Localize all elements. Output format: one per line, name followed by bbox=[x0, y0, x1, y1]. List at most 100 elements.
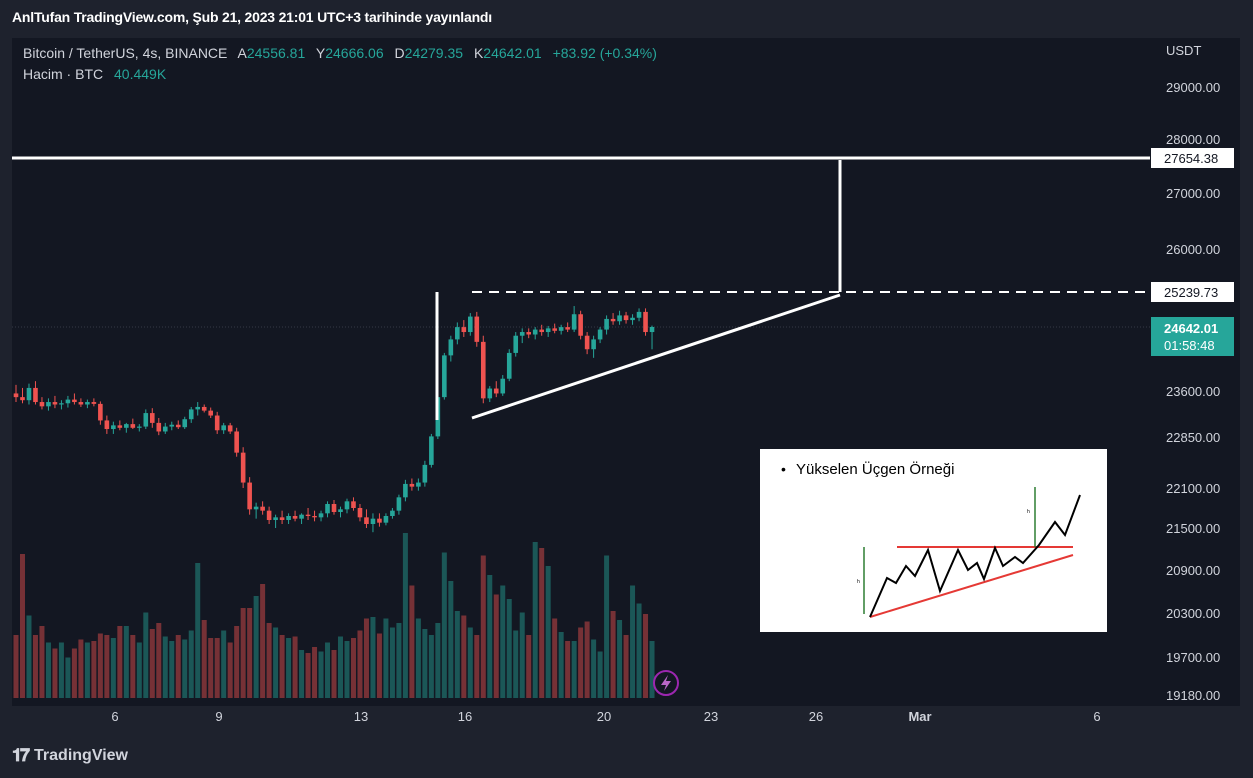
inset-box bbox=[760, 449, 1107, 632]
symbol-label[interactable]: Bitcoin / TetherUS, 4s, BINANCE bbox=[23, 45, 228, 61]
x-tick-label: 23 bbox=[704, 709, 718, 724]
candle-body bbox=[338, 509, 343, 512]
volume-bar bbox=[156, 623, 162, 698]
footer-brand[interactable]: 𝟏𝟕 TradingView bbox=[12, 745, 128, 766]
volume-bar bbox=[201, 620, 207, 698]
candle-body bbox=[175, 424, 181, 428]
volume-bar bbox=[623, 635, 629, 698]
volume-bar bbox=[545, 566, 551, 698]
candle-body bbox=[604, 318, 609, 330]
price-axis: USDT 29000.00 28000.00 27000.00 26000.00 236… bbox=[1166, 43, 1220, 703]
inset-title: Yükselen Üçgen Örneği bbox=[796, 460, 954, 478]
candle-body bbox=[195, 406, 201, 410]
volume-bar bbox=[253, 596, 259, 698]
candle-body bbox=[104, 420, 110, 430]
inset-price-path bbox=[869, 494, 1081, 618]
candle-body bbox=[370, 518, 376, 524]
candle-body bbox=[500, 378, 506, 394]
candle-body bbox=[649, 327, 655, 333]
volume-bar bbox=[175, 635, 181, 698]
volume-bar bbox=[273, 627, 279, 698]
volume-bar bbox=[305, 653, 311, 698]
candle-body bbox=[448, 339, 454, 356]
candle-body bbox=[201, 406, 207, 411]
candle-body bbox=[513, 335, 519, 353]
volume-bar bbox=[422, 629, 428, 698]
candle-body bbox=[188, 409, 194, 420]
x-tick-label: 6 bbox=[111, 709, 118, 724]
candle-body bbox=[266, 510, 272, 520]
volume-bar bbox=[195, 563, 201, 698]
target-price-text: 27654.38 bbox=[1164, 151, 1218, 166]
volume-bar bbox=[506, 599, 512, 698]
chart-legend: Bitcoin / TetherUS, 4s, BINANCE A24556.8… bbox=[23, 45, 657, 87]
volume-bar bbox=[26, 615, 32, 698]
volume-bar bbox=[428, 635, 434, 698]
candle-body bbox=[539, 329, 544, 333]
candle-body bbox=[468, 316, 473, 333]
candle-body bbox=[98, 403, 103, 421]
volume-bar bbox=[279, 635, 285, 698]
candle-body bbox=[312, 516, 317, 518]
volume-bar bbox=[208, 638, 214, 698]
candle-body bbox=[396, 497, 402, 511]
candle-body bbox=[636, 311, 642, 318]
candle-body bbox=[461, 327, 467, 333]
candle-body bbox=[403, 483, 408, 498]
y-tick-label: 20300.00 bbox=[1166, 606, 1220, 621]
volume-bar bbox=[597, 651, 603, 698]
candle-body bbox=[377, 518, 382, 523]
volume-bar bbox=[331, 650, 337, 698]
volume-bar bbox=[123, 626, 129, 698]
last-price-tag bbox=[1151, 317, 1234, 356]
candle-body bbox=[351, 501, 356, 508]
volume-bar bbox=[214, 638, 220, 698]
volume-bar bbox=[636, 603, 642, 698]
inset-example: • Yükselen Üçgen Örneği h h bbox=[760, 449, 1107, 632]
volume-label[interactable]: Hacim · BTC bbox=[23, 66, 104, 82]
candle-body bbox=[26, 387, 32, 401]
candle-body bbox=[545, 328, 551, 333]
candle-body bbox=[429, 436, 434, 465]
candle-body bbox=[279, 517, 285, 520]
low-value: 24279.35 bbox=[404, 45, 464, 61]
candle-body bbox=[137, 426, 142, 428]
candle-body bbox=[130, 424, 136, 428]
candle-body bbox=[383, 516, 389, 523]
x-tick-label: Mar bbox=[908, 709, 931, 724]
volume-bar bbox=[383, 618, 389, 698]
candle-body bbox=[13, 393, 19, 398]
inset-support bbox=[869, 554, 1074, 618]
candle-body bbox=[162, 426, 168, 432]
candle-body bbox=[117, 425, 123, 428]
candle-body bbox=[532, 329, 538, 335]
candle-body bbox=[506, 352, 512, 379]
candle-body bbox=[552, 328, 557, 331]
volume-value: 40.449K bbox=[114, 66, 167, 82]
volume-bar bbox=[454, 611, 460, 698]
y-tick-label: 26000.00 bbox=[1166, 242, 1220, 257]
y-tick-label: 19700.00 bbox=[1166, 650, 1220, 665]
volume-bar bbox=[110, 638, 116, 698]
volume-bar bbox=[571, 641, 577, 698]
candle-body bbox=[273, 517, 278, 520]
volume-bar bbox=[448, 581, 454, 698]
volume-bar bbox=[227, 642, 233, 698]
volume-bar bbox=[526, 635, 532, 698]
volume-bar bbox=[480, 555, 486, 698]
brand-name: TradingView bbox=[34, 746, 128, 764]
volume-bar bbox=[617, 620, 623, 698]
volume-bar bbox=[182, 639, 188, 698]
volume-bar bbox=[52, 648, 58, 698]
x-tick-label: 26 bbox=[809, 709, 823, 724]
candle-body bbox=[357, 508, 363, 518]
y-tick-label: 19180.00 bbox=[1166, 688, 1220, 703]
tradingview-logo-icon: 𝟏𝟕 bbox=[12, 745, 30, 765]
x-tick-label: 6 bbox=[1093, 709, 1100, 724]
volume-bar bbox=[292, 636, 298, 698]
x-tick-label: 16 bbox=[458, 709, 472, 724]
time-axis: 6 9 13 16 20 23 26 Mar 6 bbox=[111, 709, 1100, 724]
y-tick-label: 28000.00 bbox=[1166, 132, 1220, 147]
candle-body bbox=[247, 482, 252, 510]
